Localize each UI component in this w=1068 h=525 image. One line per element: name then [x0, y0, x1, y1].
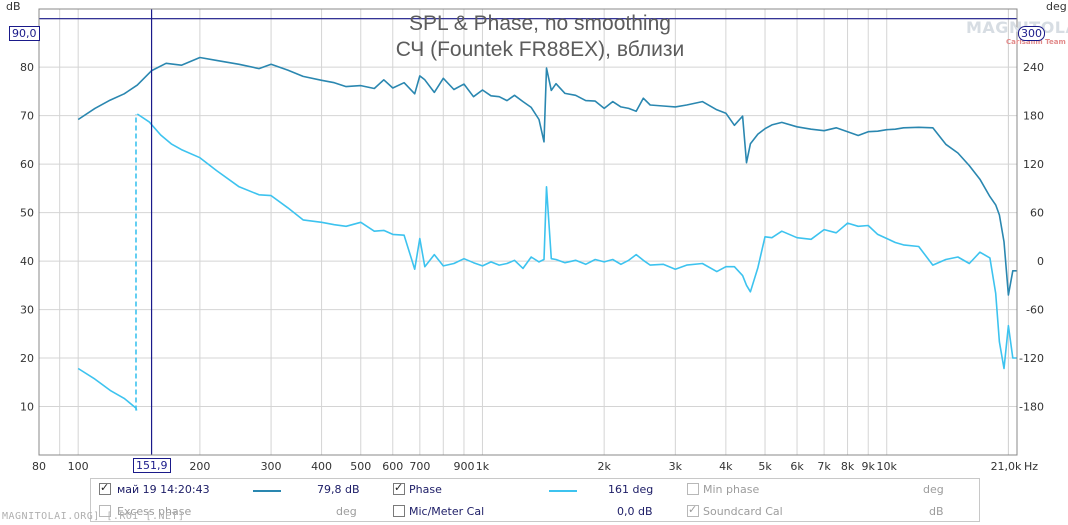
x-axis-unit: Hz	[1024, 460, 1039, 473]
legend-panel: май 19 14:20:43 79,8 dB Phase 161 deg Mi…	[90, 478, 980, 522]
x-tick-label: 3k	[669, 460, 683, 473]
y-tick-label: 20	[20, 352, 34, 365]
y2-tick-label: 0	[1037, 255, 1044, 268]
y-tick-label: 70	[20, 110, 34, 123]
h-cursor-right-value[interactable]: 300	[1018, 26, 1045, 41]
y2-tick-label: 120	[1023, 158, 1044, 171]
grid-lines	[38, 9, 1017, 455]
y-tick-label: 80	[20, 61, 34, 74]
chart-subtitle: СЧ (Fountek FR88EX), вблизи	[395, 38, 685, 61]
y2-tick-label: 60	[1030, 207, 1044, 220]
spl-line-swatch	[253, 490, 281, 492]
y-tick-label: 40	[20, 255, 34, 268]
phase-value: 161 deg	[608, 483, 654, 496]
x-tick-label: 600	[382, 460, 403, 473]
x-tick-label: 6k	[790, 460, 804, 473]
x-tick-label: 700	[409, 460, 430, 473]
chart-canvas[interactable]: 80 100 200 300 400 500 600 700 900 1k 2k 3k 4k 5k 6k 7k…	[0, 0, 1068, 478]
x-tick-label: 21,0k	[991, 460, 1022, 473]
x-tick-label: 100	[68, 460, 89, 473]
mic-cal-label: Mic/Meter Cal	[409, 505, 485, 518]
x-tick-labels: 80 100 200 300 400 500 600 700 900 1k 2k 3k 4k 5k 6k 7k…	[32, 460, 1022, 473]
phase-line-swatch	[549, 490, 577, 492]
y-tick-label: 10	[20, 401, 34, 414]
excess-phase-value: deg	[336, 505, 357, 518]
phase-label: Phase	[409, 483, 442, 496]
x-tick-label: 900	[453, 460, 474, 473]
mic-cal-checkbox[interactable]	[393, 505, 405, 517]
excess-phase-label: Excess phase	[117, 505, 192, 518]
legend-row-2: Excess phase deg Mic/Meter Cal 0,0 dB So…	[91, 501, 979, 521]
min-phase-checkbox[interactable]	[687, 483, 699, 495]
y-tick-label: 30	[20, 304, 34, 317]
measurement-value: 79,8 dB	[317, 483, 360, 496]
x-tick-label: 300	[261, 460, 282, 473]
right-axis-unit: deg	[1046, 0, 1067, 13]
soundcard-cal-label: Soundcard Cal	[703, 505, 783, 518]
spl-series-line	[77, 56, 1017, 296]
x-tick-label: 10k	[877, 460, 898, 473]
x-tick-label: 200	[189, 460, 210, 473]
x-tick-label: 400	[311, 460, 332, 473]
x-tick-label: 4k	[719, 460, 733, 473]
y-tick-label: 60	[20, 158, 34, 171]
y2-tick-label: 240	[1023, 61, 1044, 74]
h-cursor-left-value[interactable]: 90,0	[9, 26, 40, 41]
measurement-label: май 19 14:20:43	[117, 483, 210, 496]
y2-tick-label: 180	[1023, 110, 1044, 123]
x-tick-label: 1k	[476, 460, 490, 473]
y2-tick-label: -60	[1026, 304, 1044, 317]
cursor-lines[interactable]	[39, 9, 1017, 455]
min-phase-value: deg	[923, 483, 944, 496]
legend-row-1: май 19 14:20:43 79,8 dB Phase 161 deg Mi…	[91, 479, 979, 499]
plot-border	[38, 8, 1018, 456]
x-tick-label: 80	[32, 460, 46, 473]
mic-cal-value: 0,0 dB	[617, 505, 653, 518]
left-axis-unit: dB	[6, 0, 21, 13]
y-tick-label: 50	[20, 207, 34, 220]
x-tick-label: 2k	[597, 460, 611, 473]
x-tick-label: 8k	[841, 460, 855, 473]
chart-title: SPL & Phase, no smoothing	[409, 12, 671, 35]
x-tick-label: 9k	[862, 460, 876, 473]
y2-tick-label: -120	[1019, 352, 1044, 365]
y-tick-labels: 10 20 30 40 50 60 70 80	[20, 61, 34, 413]
soundcard-cal-value: dB	[929, 505, 944, 518]
excess-phase-checkbox[interactable]	[99, 505, 111, 517]
site-watermark: MAGNITOLAI.ORG] [.ROI [.NET]	[2, 511, 185, 522]
y2-tick-labels: -180 -120 -60 0 60 120 180 240	[1019, 61, 1044, 413]
x-tick-label: 500	[350, 460, 371, 473]
soundcard-cal-checkbox[interactable]	[687, 503, 699, 517]
min-phase-label: Min phase	[703, 483, 760, 496]
phase-checkbox[interactable]	[393, 481, 405, 495]
measurement-checkbox[interactable]	[99, 481, 111, 495]
x-tick-label: 7k	[817, 460, 831, 473]
watermark-sub: Carlsalim Team	[1006, 38, 1066, 46]
series-group	[77, 56, 1017, 411]
y2-tick-label: -180	[1019, 401, 1044, 414]
plot-area[interactable]	[39, 9, 1017, 455]
phase-series-line	[136, 113, 1017, 370]
x-tick-label: 5k	[758, 460, 772, 473]
v-cursor-value[interactable]: 151,9	[133, 458, 171, 473]
